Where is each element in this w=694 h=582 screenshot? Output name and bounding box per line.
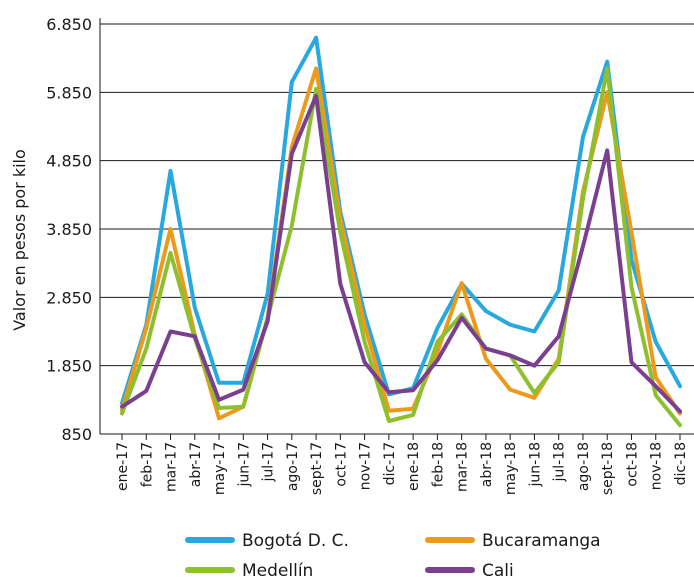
x-tick-label: dic-18: [673, 442, 689, 485]
y-axis-ticks: 850 1.850 2.850 3.850 4.850 5.850 6.850: [46, 15, 92, 444]
x-tick-label: oct-17: [333, 442, 349, 487]
x-tick-label: feb-18: [430, 442, 446, 487]
series-lines: [120, 35, 682, 428]
grid: [100, 23, 694, 367]
y-axis-title: Valor en pesos por kilo: [10, 149, 29, 331]
legend-label: Medellín: [242, 561, 313, 581]
x-tick-label: nov-17: [358, 442, 374, 490]
x-tick-label: ago-18: [576, 442, 592, 491]
x-tick-label: feb-17: [139, 442, 155, 487]
x-tick-label: jun-17: [236, 442, 252, 488]
x-tick-label: may-17: [212, 442, 228, 495]
x-tick-label: may-18: [503, 442, 519, 495]
x-tick-label: abr-17: [188, 442, 204, 487]
x-tick-label: nov-18: [649, 442, 665, 490]
x-tick-label: ago-17: [285, 442, 301, 491]
series-line: [120, 93, 682, 414]
x-tick-label: jul-18: [552, 442, 568, 483]
x-tick-label: jun-18: [527, 442, 543, 488]
x-tick-label: sept-17: [309, 442, 325, 495]
y-tick-label: 5.850: [46, 83, 92, 102]
x-tick-label: jul-17: [261, 442, 277, 483]
axes: [99, 18, 694, 435]
legend-label: Cali: [482, 561, 514, 581]
x-tick-label: oct-18: [624, 442, 640, 487]
y-tick-label: 1.850: [46, 357, 92, 376]
x-tick-label: ene-18: [406, 442, 422, 491]
y-tick-label: 4.850: [46, 152, 92, 171]
x-tick-label: sept-18: [600, 442, 616, 495]
y-tick-label: 6.850: [46, 15, 92, 34]
x-tick-label: mar-18: [455, 442, 471, 492]
y-tick-label: 3.850: [46, 220, 92, 239]
x-tick-label: mar-17: [164, 442, 180, 492]
x-axis-ticks: ene-17 feb-17 mar-17 abr-17 may-17 jun-17 jul-…: [115, 434, 689, 495]
x-tick-label: dic-17: [382, 442, 398, 485]
legend-label: Bogotá D. C.: [242, 531, 349, 551]
y-tick-label: 850: [61, 425, 92, 444]
legend: Bogotá D. C. Bucaramanga Medellín Cali: [185, 531, 601, 581]
series-line: [120, 66, 682, 428]
y-tick-label: 2.850: [46, 288, 92, 307]
x-tick-label: ene-17: [115, 442, 131, 491]
legend-label: Bucaramanga: [482, 531, 601, 551]
x-tick-label: abr-18: [479, 442, 495, 487]
